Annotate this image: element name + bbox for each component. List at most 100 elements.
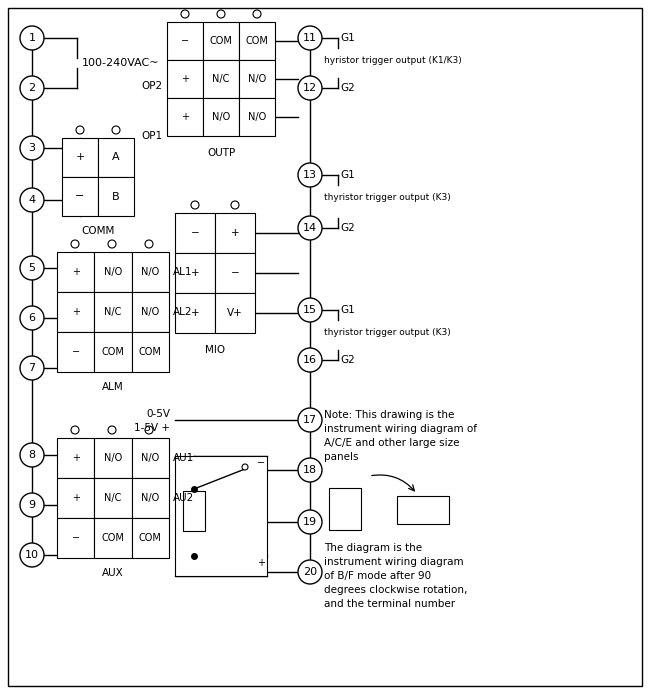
Text: 14: 14 xyxy=(303,223,317,233)
Bar xyxy=(167,98,203,136)
Circle shape xyxy=(20,306,44,330)
Circle shape xyxy=(20,493,44,517)
Text: COM: COM xyxy=(139,347,162,357)
Text: +: + xyxy=(75,152,84,162)
Text: 13: 13 xyxy=(303,170,317,180)
Bar xyxy=(94,518,132,558)
Circle shape xyxy=(298,560,322,584)
Bar xyxy=(215,213,255,253)
Bar xyxy=(175,253,215,293)
Bar xyxy=(183,491,205,531)
Bar xyxy=(215,293,255,333)
Bar xyxy=(57,438,94,478)
Bar xyxy=(132,252,169,292)
Circle shape xyxy=(298,26,322,50)
Text: −: − xyxy=(72,347,80,357)
Text: +: + xyxy=(190,268,200,278)
Text: OP1: OP1 xyxy=(141,131,162,141)
Bar xyxy=(57,478,94,518)
Text: AU2: AU2 xyxy=(173,493,194,503)
Circle shape xyxy=(20,443,44,467)
Bar xyxy=(94,252,132,292)
Circle shape xyxy=(298,216,322,240)
Text: +: + xyxy=(257,558,265,568)
Text: N/O: N/O xyxy=(141,453,159,463)
Text: 5: 5 xyxy=(29,263,36,273)
Text: N/O: N/O xyxy=(104,453,122,463)
Bar xyxy=(132,518,169,558)
Bar xyxy=(94,438,132,478)
Circle shape xyxy=(253,10,261,18)
Bar xyxy=(239,60,275,98)
Text: +: + xyxy=(72,453,80,463)
Bar xyxy=(98,177,134,216)
Circle shape xyxy=(20,543,44,567)
Text: G1: G1 xyxy=(340,33,355,43)
Text: G2: G2 xyxy=(340,223,355,233)
Text: 2: 2 xyxy=(29,83,36,93)
Text: 10: 10 xyxy=(25,550,39,560)
Circle shape xyxy=(20,26,44,50)
Circle shape xyxy=(20,188,44,212)
Circle shape xyxy=(112,126,120,134)
Text: AUX: AUX xyxy=(102,568,124,578)
Text: A: A xyxy=(112,152,120,162)
Text: −: − xyxy=(75,191,84,202)
Text: 100-240VAC~: 100-240VAC~ xyxy=(82,58,159,68)
Circle shape xyxy=(298,298,322,322)
Text: N/O: N/O xyxy=(248,112,266,122)
Text: The diagram is the
instrument wiring diagram
of B/F mode after 90
degrees clockw: The diagram is the instrument wiring dia… xyxy=(324,543,467,609)
Bar xyxy=(57,332,94,372)
Text: Note: This drawing is the
instrument wiring diagram of
A/C/E and other large siz: Note: This drawing is the instrument wir… xyxy=(324,410,477,462)
Bar xyxy=(203,22,239,60)
Circle shape xyxy=(298,458,322,482)
Bar xyxy=(167,22,203,60)
Bar xyxy=(329,488,361,530)
Text: AL2: AL2 xyxy=(173,307,192,317)
Circle shape xyxy=(242,464,248,470)
Text: B: B xyxy=(112,191,120,202)
Text: N/O: N/O xyxy=(141,267,159,277)
Text: COM: COM xyxy=(246,36,268,46)
Text: 12: 12 xyxy=(303,83,317,93)
Bar xyxy=(132,292,169,332)
Text: 1: 1 xyxy=(29,33,36,43)
Text: −: − xyxy=(190,228,200,238)
Text: COMM: COMM xyxy=(81,226,114,236)
Circle shape xyxy=(71,240,79,248)
Circle shape xyxy=(231,201,239,209)
Text: COM: COM xyxy=(101,533,124,543)
Text: +: + xyxy=(72,493,80,503)
Bar xyxy=(94,292,132,332)
Text: +: + xyxy=(190,308,200,318)
Text: 20: 20 xyxy=(303,567,317,577)
Bar xyxy=(62,138,98,177)
Circle shape xyxy=(298,163,322,187)
Circle shape xyxy=(145,240,153,248)
Text: 18: 18 xyxy=(303,465,317,475)
Circle shape xyxy=(20,356,44,380)
Text: hyristor trigger output (K1/K3): hyristor trigger output (K1/K3) xyxy=(324,56,462,65)
Bar xyxy=(62,177,98,216)
Text: −: − xyxy=(72,533,80,543)
Bar xyxy=(57,292,94,332)
Bar xyxy=(203,60,239,98)
Text: +: + xyxy=(72,267,80,277)
Text: OUTP: OUTP xyxy=(207,148,235,158)
Circle shape xyxy=(20,76,44,100)
Circle shape xyxy=(71,426,79,434)
Text: COM: COM xyxy=(209,36,233,46)
Text: AU1: AU1 xyxy=(173,453,194,463)
Circle shape xyxy=(191,201,199,209)
Text: OP2: OP2 xyxy=(141,81,162,91)
Circle shape xyxy=(20,136,44,160)
Text: N/C: N/C xyxy=(104,493,122,503)
Text: COM: COM xyxy=(139,533,162,543)
Text: 9: 9 xyxy=(29,500,36,510)
Bar xyxy=(167,60,203,98)
Text: 16: 16 xyxy=(303,355,317,365)
Text: thyristor trigger output (K3): thyristor trigger output (K3) xyxy=(324,193,450,202)
Circle shape xyxy=(108,240,116,248)
Text: N/O: N/O xyxy=(141,307,159,317)
Text: −: − xyxy=(181,36,189,46)
